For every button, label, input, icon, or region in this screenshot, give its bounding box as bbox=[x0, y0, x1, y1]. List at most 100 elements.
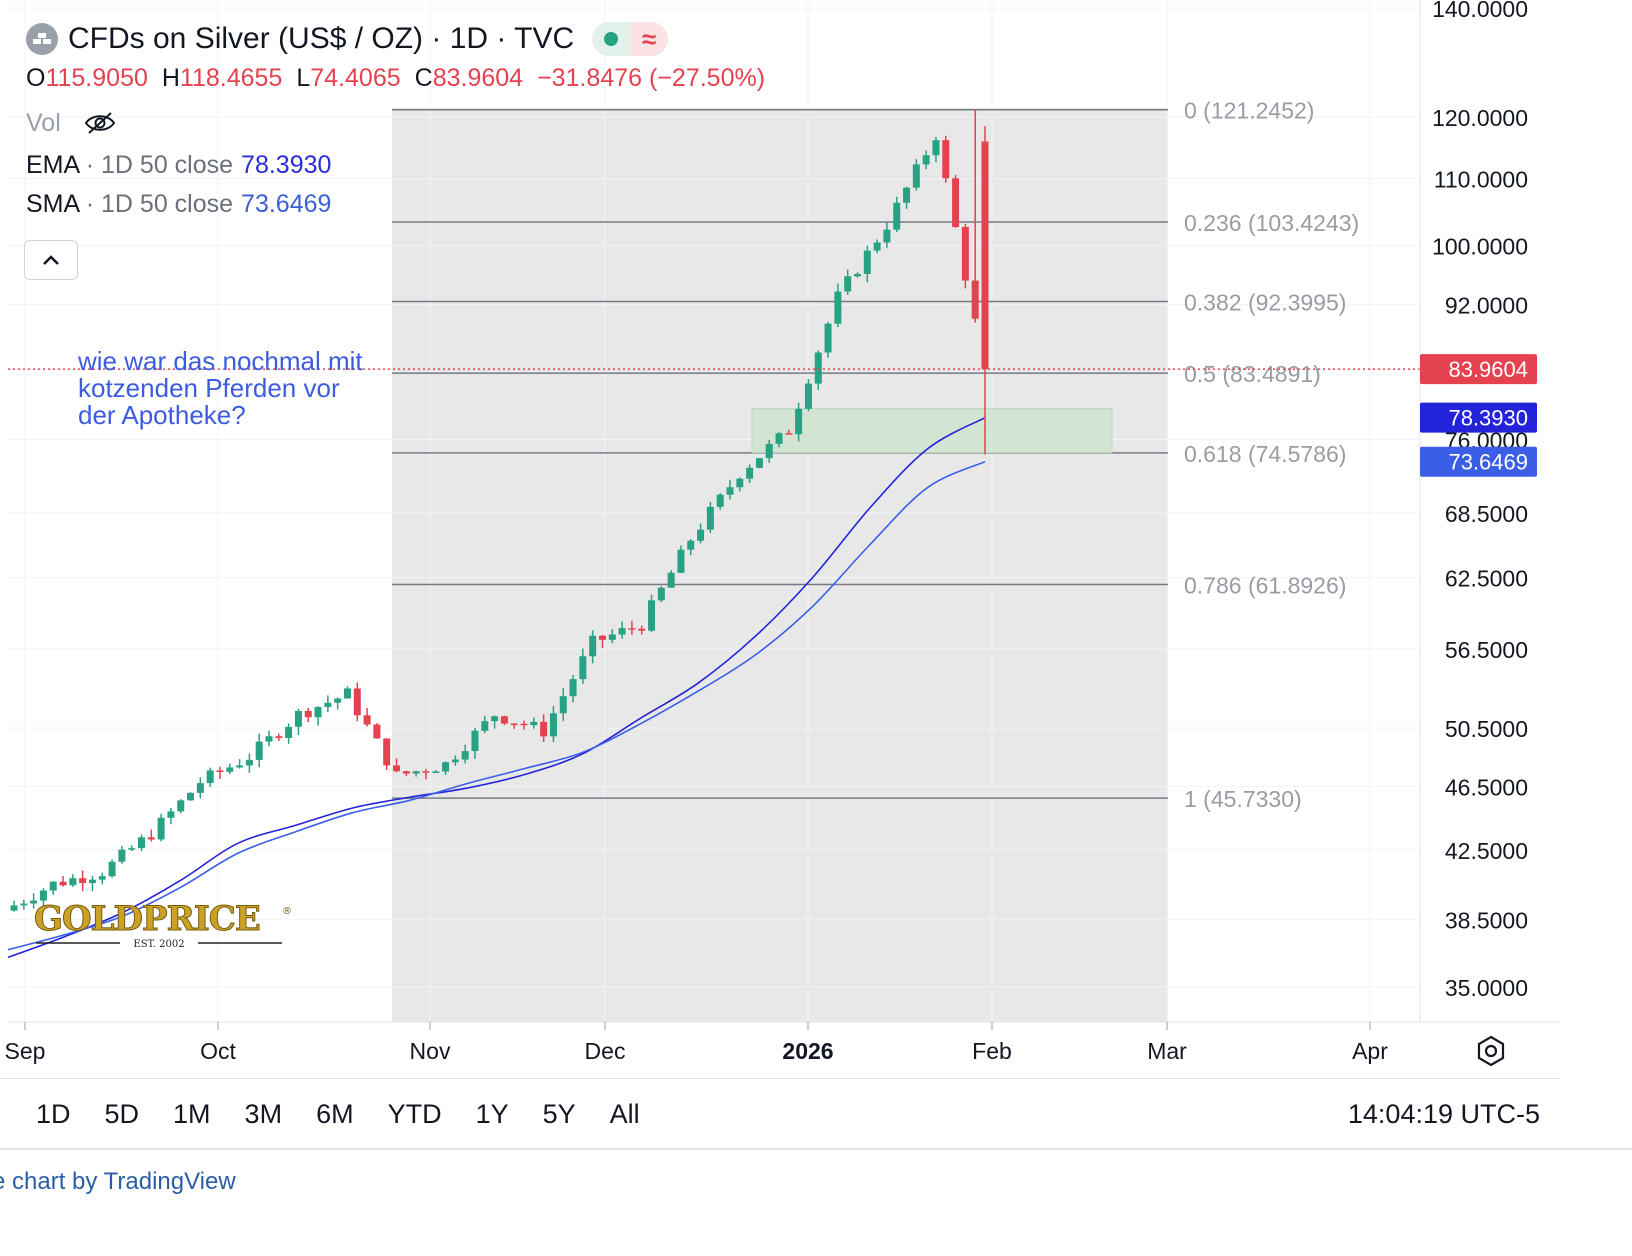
candle-body bbox=[952, 178, 960, 228]
candle-body bbox=[922, 155, 930, 165]
moving-averages bbox=[7, 416, 986, 959]
candle-body bbox=[520, 723, 528, 726]
timezone-clock[interactable]: 14:04:19 UTC-5 bbox=[1347, 1099, 1540, 1129]
range-1d-button[interactable]: 1D bbox=[36, 1098, 71, 1129]
range-6m-button[interactable]: 6M bbox=[316, 1098, 354, 1129]
candle-body bbox=[903, 187, 911, 203]
ema-value: 78.3930 bbox=[241, 151, 332, 179]
candle-body bbox=[334, 698, 342, 703]
candle-body bbox=[844, 276, 852, 292]
candle-body bbox=[108, 861, 116, 877]
candle-body bbox=[275, 736, 283, 738]
candle-body bbox=[785, 433, 793, 435]
candle-body bbox=[10, 905, 18, 911]
candle-body bbox=[824, 323, 832, 353]
candle-body bbox=[98, 876, 106, 880]
candle-body bbox=[569, 679, 577, 697]
delayed-data-icon: ≈ bbox=[630, 22, 669, 56]
range-3m-button[interactable]: 3M bbox=[244, 1098, 283, 1129]
price-label: 83.9604 bbox=[1448, 357, 1528, 382]
candle-body bbox=[755, 458, 763, 468]
candle-body bbox=[226, 767, 234, 772]
collapse-legend-button[interactable] bbox=[24, 240, 78, 280]
candle-body bbox=[500, 716, 508, 724]
volume-indicator[interactable]: Vol bbox=[26, 105, 779, 141]
candle-body bbox=[697, 529, 705, 541]
candle-body bbox=[373, 724, 381, 739]
candle-body bbox=[236, 765, 244, 768]
candle-body bbox=[157, 817, 165, 840]
candle-body bbox=[657, 587, 665, 601]
x-tick-label: Dec bbox=[585, 1038, 626, 1064]
low-value: 74.4065 bbox=[310, 64, 401, 92]
candle-body bbox=[667, 572, 675, 588]
range-toolbar: 1D 5D 1M 3M 6M YTD 1Y 5Y All 14:04:19 UT… bbox=[0, 1078, 1560, 1149]
candle-body bbox=[804, 383, 812, 409]
change-value: −31.8476 (−27.50%) bbox=[537, 64, 766, 92]
range-5d-button[interactable]: 5D bbox=[104, 1098, 140, 1129]
tradingview-credit[interactable]: e chart by TradingView bbox=[0, 1168, 236, 1195]
candle-body bbox=[579, 656, 587, 680]
x-tick-label: 2026 bbox=[782, 1038, 833, 1064]
candle-body bbox=[618, 628, 626, 635]
candle-body bbox=[451, 759, 459, 763]
candle-body bbox=[932, 140, 940, 156]
symbol-title[interactable]: CFDs on Silver (US$ / OZ) · 1D · TVC bbox=[68, 22, 575, 55]
status-pill[interactable]: ≈ bbox=[592, 22, 669, 56]
candle-body bbox=[981, 141, 989, 370]
candle-body bbox=[432, 771, 440, 774]
eye-off-icon[interactable] bbox=[83, 110, 117, 136]
candle-body bbox=[304, 710, 312, 718]
vertical-gridlines bbox=[24, 0, 1371, 1022]
y-tick-label: 120.0000 bbox=[1432, 105, 1528, 131]
open-value: 115.9050 bbox=[45, 64, 148, 92]
annotation-line: kotzenden Pferden vor bbox=[78, 373, 340, 403]
support-zone[interactable] bbox=[751, 408, 1113, 454]
range-1m-button[interactable]: 1M bbox=[173, 1098, 211, 1129]
ema-name: EMA bbox=[26, 151, 79, 179]
y-tick-label: 35.0000 bbox=[1445, 975, 1528, 1001]
range-1y-button[interactable]: 1Y bbox=[475, 1098, 509, 1129]
candle-body bbox=[69, 878, 77, 886]
annotation-text[interactable]: wie war das nochmal mit kotzenden Pferde… bbox=[78, 348, 408, 429]
chart-background bbox=[8, 0, 1420, 1022]
fib-level-label: 0.236 (103.4243) bbox=[1184, 210, 1359, 236]
candle-body bbox=[363, 715, 371, 725]
candle-body bbox=[128, 848, 136, 850]
range-5y-button[interactable]: 5Y bbox=[542, 1098, 576, 1129]
candle-body bbox=[245, 759, 253, 766]
ohlc-values: O115.9050 H118.4655 L74.4065 C83.9604 −31.84… bbox=[26, 64, 779, 93]
candle-body bbox=[314, 707, 322, 718]
candle-body bbox=[471, 730, 479, 752]
candle-body bbox=[834, 291, 842, 324]
candle-body bbox=[187, 792, 195, 801]
footer-divider bbox=[0, 1148, 1632, 1150]
sma-legend[interactable]: SMA · 1D 50 close 73.6469 bbox=[26, 190, 779, 219]
candle-body bbox=[118, 849, 126, 862]
ema-legend[interactable]: EMA · 1D 50 close 78.3930 bbox=[26, 151, 779, 180]
candle-body bbox=[353, 688, 361, 716]
candle-body bbox=[736, 478, 744, 488]
candle-body bbox=[39, 890, 47, 901]
price-label: 78.3930 bbox=[1448, 406, 1528, 431]
candle-body bbox=[893, 202, 901, 230]
silver-bars-icon bbox=[26, 23, 58, 55]
candle-body bbox=[912, 164, 920, 188]
candle-body bbox=[726, 487, 734, 495]
candle-body bbox=[540, 721, 548, 737]
price-axis[interactable]: 140.0000 120.0000 110.0000 100.0000 92.0000 7… bbox=[1432, 0, 1528, 1001]
candle-body bbox=[49, 881, 57, 891]
candlesticks bbox=[10, 109, 989, 912]
logo-brand: GOLDPRICE bbox=[34, 899, 260, 939]
candle-body bbox=[608, 634, 616, 640]
candle-body bbox=[716, 494, 724, 507]
candle-body bbox=[961, 227, 969, 281]
axis-settings-icon[interactable] bbox=[1474, 1034, 1508, 1068]
range-ytd-button[interactable]: YTD bbox=[387, 1098, 442, 1129]
time-axis[interactable]: Sep Oct Nov Dec 2026 Feb Mar Apr bbox=[5, 1022, 1389, 1064]
horizontal-gridlines bbox=[8, 7, 1420, 988]
range-all-button[interactable]: All bbox=[609, 1098, 640, 1129]
y-tick-label: 92.0000 bbox=[1445, 293, 1528, 319]
candle-body bbox=[177, 800, 185, 812]
